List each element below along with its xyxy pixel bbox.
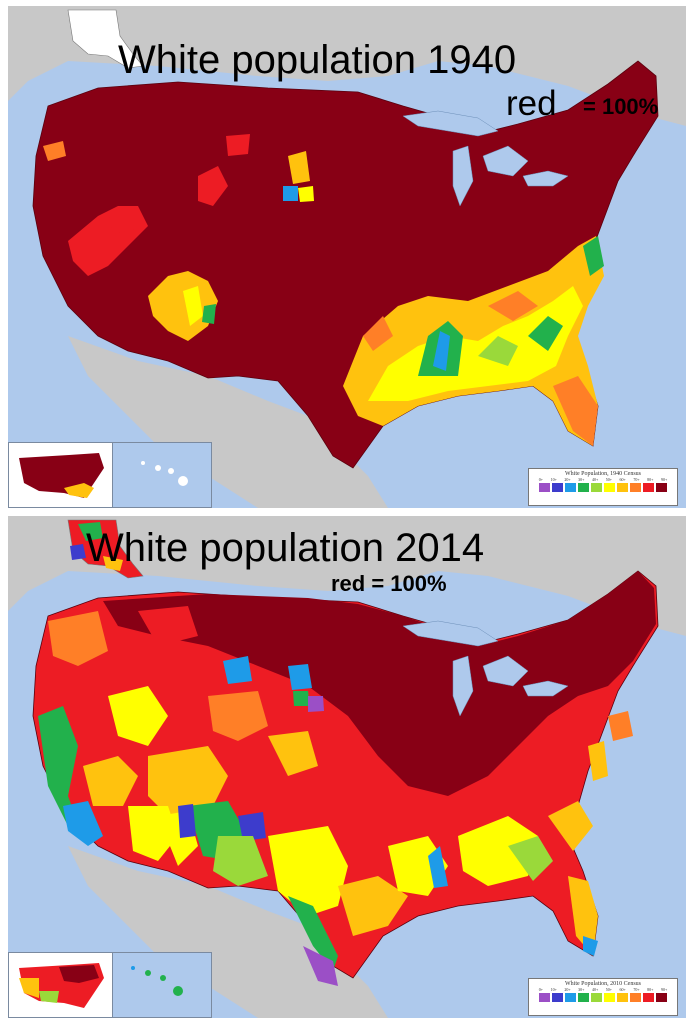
legend: White Population, 1940 Census 0+ 10+ 20+… xyxy=(528,468,678,506)
legend-tick: 50+ xyxy=(605,987,613,992)
mexico-land xyxy=(68,336,388,508)
legend-tick: 10+ xyxy=(550,477,557,482)
legend-title: White Population, 1940 Census xyxy=(565,471,641,477)
legend-tick: 60+ xyxy=(619,987,626,992)
legend-swatch xyxy=(656,993,667,1002)
mexico-land xyxy=(68,846,388,1018)
inset-hawaii xyxy=(112,952,212,1018)
legend-tick: 80+ xyxy=(647,987,654,992)
map-panel-2014: White population 2014 red = 100% White P… xyxy=(8,516,686,1018)
legend-swatch xyxy=(578,483,589,492)
alaska-shape xyxy=(67,9,144,69)
legend-tick: 40+ xyxy=(591,987,599,992)
legend-swatch xyxy=(604,483,615,492)
legend-swatch xyxy=(565,483,576,492)
legend-tick: 20+ xyxy=(564,477,571,482)
legend-tick: 40+ xyxy=(591,477,599,482)
map-title: White population 2014 xyxy=(86,526,485,570)
map-subtitle-value: = 100% xyxy=(583,94,659,119)
legend-swatch xyxy=(617,993,628,1002)
inset-us-mini-map xyxy=(8,442,113,508)
legend-swatch xyxy=(552,483,563,492)
map-title: White population 1940 xyxy=(118,38,517,82)
inset-hawaii xyxy=(112,442,212,508)
inset-us-mini-map xyxy=(8,952,113,1018)
legend-swatch xyxy=(552,993,563,1002)
legend-tick: 10+ xyxy=(550,987,557,992)
legend-swatch xyxy=(643,993,654,1002)
us-county-map-2014 xyxy=(8,516,686,1018)
canada-land xyxy=(8,6,686,126)
legend-tick: 30+ xyxy=(578,477,585,482)
legend: White Population, 2010 Census 0+ 10+ 20+… xyxy=(528,978,678,1016)
legend-ticks: 0+ 10+ 20+ 30+ 40+ 50+ 60+ 70+ 80+ 90+ xyxy=(529,477,677,482)
legend-swatch xyxy=(578,993,589,1002)
legend-tick: 70+ xyxy=(633,987,640,992)
legend-swatch xyxy=(565,993,576,1002)
legend-swatch xyxy=(539,993,550,1002)
great-lakes xyxy=(402,620,569,717)
map-subtitle-red-word: red xyxy=(506,84,557,123)
legend-swatch xyxy=(643,483,654,492)
legend-swatch xyxy=(630,483,641,492)
legend-tick: 80+ xyxy=(647,477,654,482)
legend-swatch xyxy=(539,483,550,492)
legend-swatch xyxy=(617,483,628,492)
legend-tick: 0+ xyxy=(538,987,544,992)
map-subtitle: red = 100% xyxy=(331,571,447,596)
legend-tick: 0+ xyxy=(538,477,544,482)
legend-swatch xyxy=(591,483,602,492)
legend-title: White Population, 2010 Census xyxy=(565,981,641,987)
legend-tick: 70+ xyxy=(633,477,640,482)
legend-tick: 20+ xyxy=(564,987,571,992)
legend-tick: 30+ xyxy=(578,987,585,992)
legend-swatch xyxy=(656,483,667,492)
legend-tick: 60+ xyxy=(619,477,626,482)
legend-swatches xyxy=(529,992,677,1003)
legend-swatches xyxy=(529,482,677,493)
legend-ticks: 0+ 10+ 20+ 30+ 40+ 50+ 60+ 70+ 80+ 90+ xyxy=(529,987,677,992)
legend-tick: 90+ xyxy=(660,477,668,482)
legend-swatch xyxy=(604,993,615,1002)
legend-tick: 50+ xyxy=(605,477,613,482)
legend-swatch xyxy=(591,993,602,1002)
map-panel-1940: White population 1940 red = 100% White P… xyxy=(8,6,686,508)
legend-tick: 90+ xyxy=(660,987,668,992)
us-county-map-1940 xyxy=(8,6,686,508)
canada-land xyxy=(8,516,686,636)
legend-swatch xyxy=(630,993,641,1002)
great-lakes xyxy=(402,110,569,207)
